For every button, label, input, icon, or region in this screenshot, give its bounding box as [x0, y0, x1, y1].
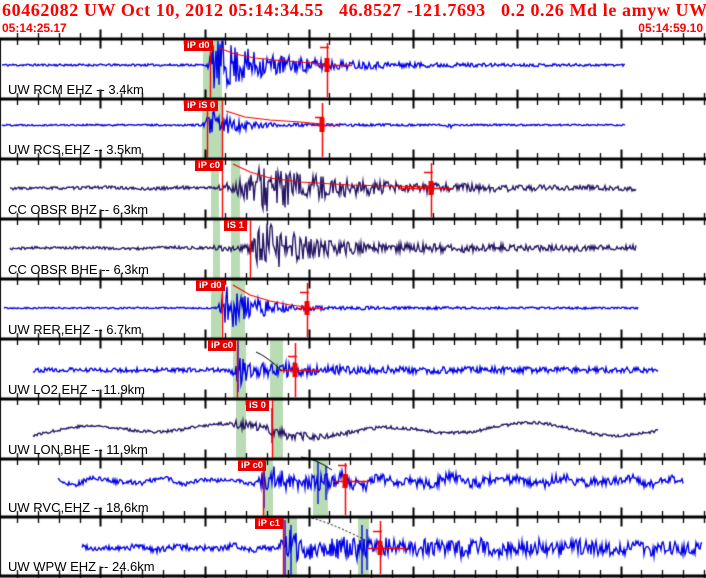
- pick-flag[interactable]: iP d0: [184, 40, 213, 51]
- trace-label: CC OBSR BHE -- 6.3km: [8, 262, 149, 277]
- pick-flag[interactable]: iP c0: [195, 160, 224, 171]
- trace-label: CC OBSR BHZ -- 6.3km: [8, 202, 149, 217]
- trace-label: UW WPW EHZ -- 24.6km: [8, 559, 155, 574]
- trace-label: UW LON,BHE -- 11.9km: [8, 442, 148, 457]
- pick-flag[interactable]: iP d0: [196, 280, 225, 291]
- trace-label: UW RER,EHZ -- 6.7km: [8, 322, 142, 337]
- trace-panel-cc-obsr-bhe[interactable]: CC OBSR BHE -- 6.3km iS 1: [0, 219, 706, 279]
- trace-panel-uw-rvc-ehz[interactable]: UW RVC,EHZ -- 18.6km iP c0: [0, 459, 706, 517]
- trace-panel-uw-rer-ehz[interactable]: UW RER,EHZ -- 6.7km iP d0: [0, 279, 706, 339]
- pick-flag[interactable]: iP c0: [238, 460, 267, 471]
- pick-flag[interactable]: iP iS 0: [184, 100, 219, 111]
- trace-label: UW LO2 EHZ -- 11.9km: [8, 382, 146, 397]
- pick-flag[interactable]: iS 0: [246, 400, 269, 411]
- pick-flag[interactable]: iS 1: [224, 220, 247, 231]
- window-end-time: 05:14:59.10: [638, 21, 703, 35]
- trace-panel-uw-rcm-ehz[interactable]: UW RCM EHZ -- 3.4km iP d0: [0, 39, 706, 99]
- trace-panel-uw-rcs-ehz[interactable]: UW RCS,EHZ -- 3.5km iP iS 0: [0, 99, 706, 159]
- trace-panel-uw-wpw-ehz[interactable]: UW WPW EHZ -- 24.6km iP c1: [0, 517, 706, 576]
- pick-flag[interactable]: iP c0: [208, 340, 237, 351]
- trace-label: UW RCS,EHZ -- 3.5km: [8, 142, 142, 157]
- trace-label: UW RCM EHZ -- 3.4km: [8, 82, 144, 97]
- trace-panel-uw-lo2-ehz[interactable]: UW LO2 EHZ -- 11.9km iP c0: [0, 339, 706, 399]
- trace-panel-uw-lon-bhe[interactable]: UW LON,BHE -- 11.9km iS 0: [0, 399, 706, 459]
- trace-label: UW RVC,EHZ -- 18.6km: [8, 500, 149, 515]
- pick-flag[interactable]: iP c1: [255, 518, 284, 529]
- event-header-title: 60462082 UW Oct 10, 2012 05:14:34.55 46.…: [2, 0, 706, 20]
- trace-panel-cc-obsr-bhz[interactable]: CC OBSR BHZ -- 6.3km iP c0: [0, 159, 706, 219]
- window-start-time: 05:14:25.17: [2, 21, 67, 35]
